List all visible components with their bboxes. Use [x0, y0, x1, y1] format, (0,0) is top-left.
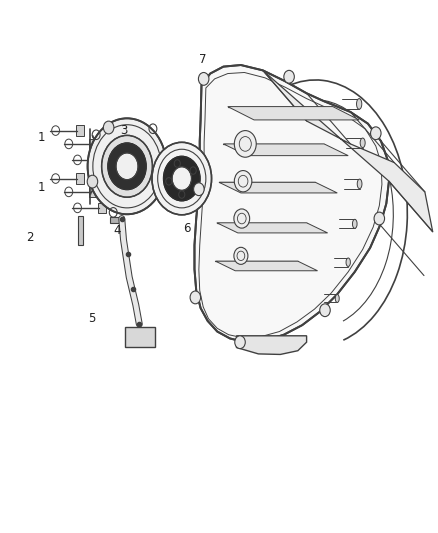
Bar — [89, 139, 97, 149]
Circle shape — [190, 291, 201, 304]
Circle shape — [102, 135, 152, 197]
Text: 5: 5 — [88, 312, 95, 325]
Polygon shape — [237, 336, 307, 354]
Ellipse shape — [336, 294, 339, 303]
Text: 1: 1 — [38, 131, 46, 144]
Circle shape — [154, 182, 164, 195]
Text: 7: 7 — [199, 53, 207, 66]
Circle shape — [234, 247, 248, 264]
Circle shape — [87, 175, 98, 188]
Circle shape — [108, 143, 146, 190]
Bar — [125, 327, 155, 347]
Circle shape — [320, 304, 330, 317]
Circle shape — [116, 153, 138, 180]
Circle shape — [88, 118, 166, 214]
Ellipse shape — [353, 220, 357, 229]
Polygon shape — [194, 65, 389, 342]
Circle shape — [374, 212, 385, 225]
Polygon shape — [219, 182, 337, 193]
Ellipse shape — [360, 138, 365, 148]
Ellipse shape — [346, 258, 350, 266]
Bar — [89, 187, 97, 197]
Circle shape — [172, 167, 191, 190]
Circle shape — [234, 209, 250, 228]
Circle shape — [284, 70, 294, 83]
Ellipse shape — [357, 179, 362, 189]
Bar — [76, 125, 84, 136]
Bar — [98, 155, 106, 165]
Circle shape — [235, 336, 245, 349]
Bar — [110, 217, 120, 223]
Text: 2: 2 — [26, 231, 34, 244]
Circle shape — [163, 156, 200, 201]
Polygon shape — [263, 70, 433, 232]
Circle shape — [198, 72, 209, 85]
Text: 4: 4 — [113, 224, 121, 237]
Polygon shape — [228, 107, 359, 120]
Bar — [78, 216, 83, 245]
Polygon shape — [223, 144, 348, 156]
Bar — [98, 203, 106, 213]
Circle shape — [371, 127, 381, 140]
Text: 6: 6 — [183, 222, 191, 235]
Circle shape — [103, 121, 114, 134]
Ellipse shape — [357, 99, 362, 109]
Polygon shape — [217, 223, 328, 233]
Circle shape — [234, 131, 256, 157]
Circle shape — [194, 183, 204, 196]
Polygon shape — [215, 261, 318, 271]
Circle shape — [234, 171, 252, 192]
Text: 3: 3 — [120, 124, 127, 137]
Bar — [76, 173, 84, 184]
Text: 1: 1 — [38, 181, 46, 194]
Circle shape — [152, 142, 212, 215]
